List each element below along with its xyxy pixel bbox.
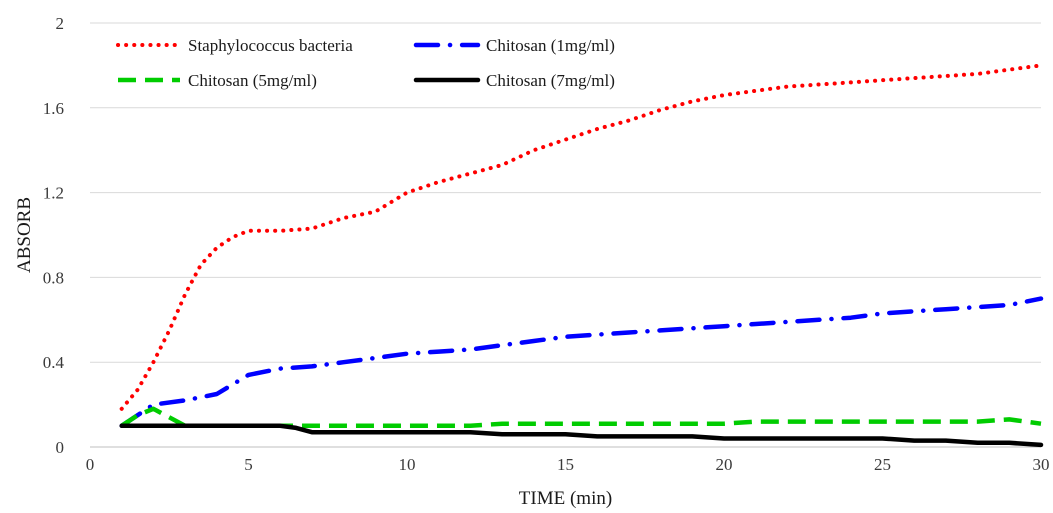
- legend: Staphylococcus bacteria Chitosan (1mg/ml…: [116, 36, 615, 90]
- legend-label: Chitosan (7mg/ml): [486, 71, 615, 90]
- legend-item: Chitosan (5mg/ml): [118, 71, 317, 90]
- series-line-4: [119, 423, 1044, 448]
- x-tick-label: 25: [874, 455, 891, 474]
- x-tick-label: 5: [244, 455, 253, 474]
- legend-item: Chitosan (1mg/ml): [413, 36, 615, 55]
- y-tick-label: 0.8: [43, 268, 64, 287]
- y-tick-label: 1.6: [43, 99, 64, 118]
- series-line-1: [119, 63, 1043, 411]
- y-tick-label: 1.2: [43, 184, 64, 203]
- x-tick-label: 30: [1033, 455, 1050, 474]
- x-tick-label: 20: [716, 455, 733, 474]
- y-axis-title: ABSORB: [14, 197, 35, 273]
- series-layer: [119, 63, 1044, 448]
- series-line-2: [119, 296, 1044, 429]
- x-tick-label: 15: [557, 455, 574, 474]
- y-tick-label: 0: [56, 438, 65, 457]
- x-tick-label: 0: [86, 455, 95, 474]
- legend-label: Staphylococcus bacteria: [188, 36, 353, 55]
- y-tick-label: 2: [56, 14, 65, 33]
- y-tick-label: 0.4: [43, 353, 65, 372]
- y-tick-labels: 0 0.4 0.8 1.2 1.6 2: [43, 14, 65, 457]
- series-line-3: [120, 406, 1042, 429]
- legend-label: Chitosan (5mg/ml): [188, 71, 317, 90]
- legend-item: Chitosan (7mg/ml): [413, 71, 615, 90]
- legend-item: Staphylococcus bacteria: [116, 36, 353, 55]
- gridlines: [90, 22, 1041, 363]
- legend-label: Chitosan (1mg/ml): [486, 36, 615, 55]
- x-axis-title: TIME (min): [519, 488, 612, 509]
- x-tick-labels: 0 5 10 15 20 25 30: [86, 455, 1050, 474]
- x-tick-label: 10: [399, 455, 416, 474]
